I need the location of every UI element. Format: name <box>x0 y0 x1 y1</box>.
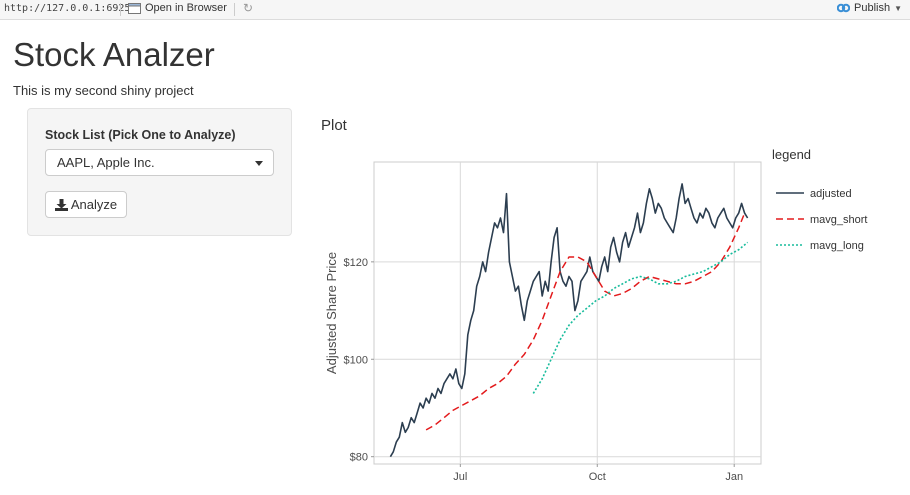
x-tick-label: Jan <box>725 471 743 483</box>
legend-label-adjusted: adjusted <box>810 188 852 200</box>
y-tick-label: $100 <box>344 354 368 366</box>
page-subtitle: This is my second shiny project <box>13 83 194 98</box>
plot-panel <box>373 161 762 465</box>
x-tick-label: Jul <box>453 471 467 483</box>
url-text[interactable]: http://127.0.0.1:6925 <box>4 3 131 14</box>
toolbar-divider <box>234 3 235 16</box>
analyze-label: Analyze <box>70 197 118 212</box>
x-axis: Jul Oct Jan <box>453 464 743 483</box>
publish-button[interactable]: Publish ▼ <box>837 2 902 14</box>
legend-label-mavg_long: mavg_long <box>810 240 864 252</box>
y-axis-label: Adjusted Share Price <box>324 252 339 374</box>
legend: legend adjusted mavg_short mavg_long <box>772 147 867 252</box>
sidebar-panel: Stock List (Pick One to Analyze) AAPL, A… <box>27 108 292 236</box>
plot-heading: Plot <box>321 117 347 134</box>
stock-select-value: AAPL, Apple Inc. <box>57 155 155 170</box>
legend-label-mavg_short: mavg_short <box>810 214 867 226</box>
download-icon <box>54 198 68 211</box>
stock-select[interactable]: AAPL, Apple Inc. <box>45 149 274 176</box>
analyze-button[interactable]: Analyze <box>45 191 127 218</box>
refresh-icon[interactable]: ↻ <box>243 1 254 15</box>
browser-window-icon <box>128 2 141 14</box>
stock-price-chart: $80 $100 $120 Jul Oct Jan Adjusted Share Pri… <box>324 147 867 483</box>
gridlines <box>374 162 761 464</box>
series-line-adjusted <box>389 183 749 458</box>
toolbar-divider <box>120 3 121 16</box>
y-tick-label: $80 <box>350 452 368 464</box>
page-title: Stock Analzer <box>13 36 215 73</box>
caret-down-icon <box>255 161 263 166</box>
publish-icon <box>837 3 850 13</box>
open-in-browser-button[interactable]: Open in Browser <box>128 2 227 14</box>
chevron-down-icon: ▼ <box>894 3 902 13</box>
y-axis: $80 $100 $120 <box>344 257 374 464</box>
series-line-mavg_long <box>532 241 749 394</box>
series-lines <box>389 183 749 458</box>
x-tick-label: Oct <box>589 471 606 483</box>
open-in-browser-label: Open in Browser <box>145 2 227 14</box>
viewer-toolbar: http://127.0.0.1:6925 Open in Browser ↻ … <box>0 0 910 20</box>
y-tick-label: $120 <box>344 257 368 269</box>
publish-label: Publish <box>854 2 891 14</box>
legend-title: legend <box>772 147 811 162</box>
stock-list-label: Stock List (Pick One to Analyze) <box>45 128 236 142</box>
